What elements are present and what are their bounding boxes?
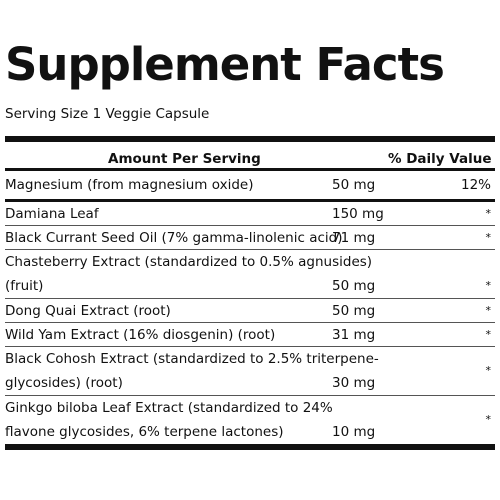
daily-value: * <box>485 207 492 220</box>
amount-per-serving-header: Amount Per Serving <box>108 151 261 167</box>
daily-value: * <box>485 304 492 317</box>
ingredient-name: Ginkgo biloba Leaf Extract (standardized… <box>5 400 333 416</box>
divider-thick <box>5 136 495 142</box>
daily-value-header: % Daily Value <box>388 151 492 167</box>
ingredient-amount: 71 mg <box>332 230 376 246</box>
ingredient-amount: 50 mg <box>332 177 376 193</box>
table-row: Damiana Leaf 150 mg * <box>5 202 495 226</box>
daily-value: * <box>485 328 492 341</box>
ingredient-amount: 50 mg <box>332 278 376 294</box>
ingredient-name: Magnesium (from magnesium oxide) <box>5 177 254 193</box>
table-row: Dong Quai Extract (root) 50 mg * <box>5 299 495 323</box>
ingredient-amount: 10 mg <box>332 424 376 440</box>
daily-value: 12% <box>460 177 491 193</box>
table-row: Wild Yam Extract (16% diosgenin) (root) … <box>5 323 495 347</box>
ingredient-name: Black Currant Seed Oil (7% gamma-linolen… <box>5 230 343 246</box>
ingredient-name-continued: flavone glycosides, 6% terpene lactones) <box>5 424 284 440</box>
divider-medium <box>5 168 495 171</box>
daily-value: * <box>485 279 492 292</box>
table-header: Amount Per Serving % Daily Value <box>5 142 495 172</box>
ingredient-name: Dong Quai Extract (root) <box>5 303 171 319</box>
ingredient-name: Chasteberry Extract (standardized to 0.5… <box>5 254 373 270</box>
table-row: Chasteberry Extract (standardized to 0.5… <box>5 250 495 299</box>
daily-value: * <box>485 364 492 377</box>
serving-size: Serving Size 1 Veggie Capsule <box>5 106 210 122</box>
ingredient-name: Wild Yam Extract (16% diosgenin) (root) <box>5 327 276 343</box>
ingredient-name-continued: (fruit) <box>5 278 44 294</box>
ingredient-name-continued: glycosides) (root) <box>5 375 123 391</box>
ingredient-amount: 150 mg <box>332 206 384 222</box>
table-row: Ginkgo biloba Leaf Extract (standardized… <box>5 396 495 450</box>
table-row: Magnesium (from magnesium oxide) 50 mg 1… <box>5 171 495 202</box>
ingredient-amount: 50 mg <box>332 303 376 319</box>
daily-value: * <box>485 413 492 426</box>
table-row: Black Cohosh Extract (standardized to 2.… <box>5 347 495 396</box>
ingredient-name: Damiana Leaf <box>5 206 99 222</box>
ingredient-amount: 31 mg <box>332 327 376 343</box>
ingredient-amount: 30 mg <box>332 375 376 391</box>
page-title: Supplement Facts <box>5 38 445 91</box>
table-row: Black Currant Seed Oil (7% gamma-linolen… <box>5 226 495 250</box>
daily-value: * <box>485 231 492 244</box>
ingredient-name: Black Cohosh Extract (standardized to 2.… <box>5 351 379 367</box>
